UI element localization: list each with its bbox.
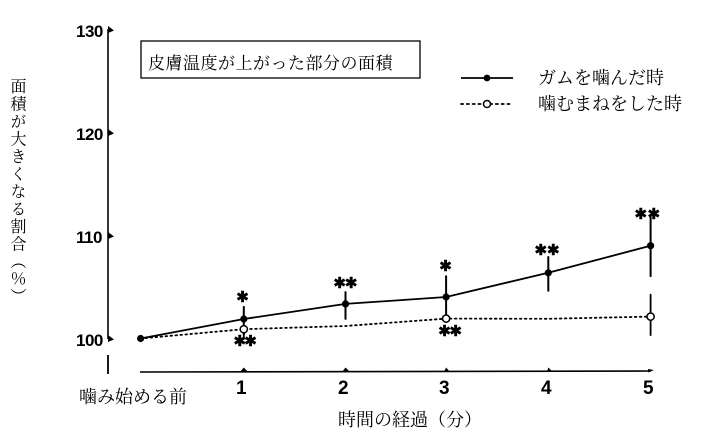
svg-text:✱: ✱ bbox=[345, 275, 358, 292]
svg-text:✱: ✱ bbox=[449, 323, 462, 340]
svg-text:✱: ✱ bbox=[244, 333, 257, 350]
svg-text:✱: ✱ bbox=[439, 258, 452, 275]
svg-text:✱: ✱ bbox=[535, 242, 548, 259]
svg-text:✱: ✱ bbox=[648, 206, 661, 223]
svg-text:✱: ✱ bbox=[547, 242, 560, 259]
svg-text:✱: ✱ bbox=[635, 206, 648, 223]
svg-text:✱: ✱ bbox=[236, 289, 249, 306]
